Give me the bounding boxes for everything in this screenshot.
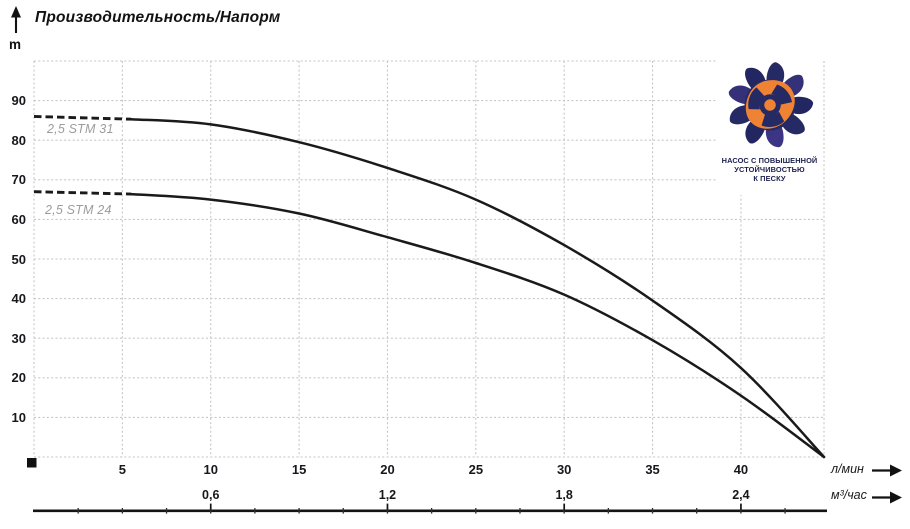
y-tick-label: 50 [11, 251, 26, 267]
x-axis-unit-lmin: л/мин [831, 462, 864, 476]
pump-curve-0 [129, 117, 826, 459]
x-tick-label-m3h: 2,4 [732, 488, 750, 502]
y-tick-label: 90 [11, 93, 26, 109]
x-tick-label-m3h: 1,2 [378, 488, 397, 502]
badge-caption: НАСОС С ПОВЫШЕННОЙ УСТОЙЧИВОСТЬЮ К ПЕСКУ [722, 156, 818, 183]
x-axis-unit-m3h: м³/час [831, 488, 867, 502]
x-tick-label-lmin: 5 [118, 462, 126, 477]
x-tick-label-lmin: 20 [380, 462, 395, 477]
y-tick-label: 60 [11, 211, 26, 227]
logo-swirl-arm [770, 84, 792, 105]
x-tick-label-m3h: 1,8 [555, 488, 573, 502]
badge-caption-line: УСТОЙЧИВОСТЬЮ [734, 165, 805, 174]
curve-dashed-segment-0 [33, 114, 132, 121]
flow-lmin-arrow-icon [872, 464, 902, 477]
x-tick-label-lmin: 40 [733, 462, 749, 477]
y-tick-label: 30 [11, 330, 26, 346]
x-tick-label-lmin: 30 [556, 462, 572, 477]
y-tick-label: 10 [11, 409, 26, 425]
pump-impeller-logo-icon [728, 62, 813, 148]
x-tick-label-m3h: 0,6 [202, 488, 220, 502]
curve-label-stm31: 2,5 STM 31 [47, 122, 114, 136]
flow-m3h-arrow-icon [872, 491, 902, 504]
logo-swirl-arm [747, 87, 765, 110]
curve-label-stm24: 2,5 STM 24 [45, 203, 112, 217]
badge-caption-line: К ПЕСКУ [753, 174, 786, 183]
y-axis-unit-label: m [9, 37, 22, 52]
x-tick-label-lmin: 15 [291, 462, 307, 477]
y-tick-label: 70 [11, 172, 26, 188]
x-tick-label-lmin: 35 [645, 462, 660, 477]
badge-caption-line: НАСОС С ПОВЫШЕННОЙ [721, 156, 818, 165]
y-tick-label: 80 [11, 132, 26, 148]
x-tick-label-lmin: 25 [468, 462, 484, 477]
sand-resistance-badge: НАСОС С ПОВЫШЕННОЙ УСТОЙЧИВОСТЬЮ К ПЕСКУ [716, 56, 823, 195]
chart-title: Производительность/Напорм [35, 9, 281, 26]
origin-marker [27, 458, 37, 468]
x-tick-label-lmin: 10 [203, 462, 218, 477]
y-tick-label: 40 [11, 291, 26, 307]
y-tick-label: 20 [11, 370, 26, 386]
logo-swirl-arm [761, 111, 784, 127]
pump-curve-1 [129, 192, 826, 459]
curve-dashed-segment-1 [33, 190, 132, 196]
y-axis-up-arrow-icon [11, 6, 21, 33]
